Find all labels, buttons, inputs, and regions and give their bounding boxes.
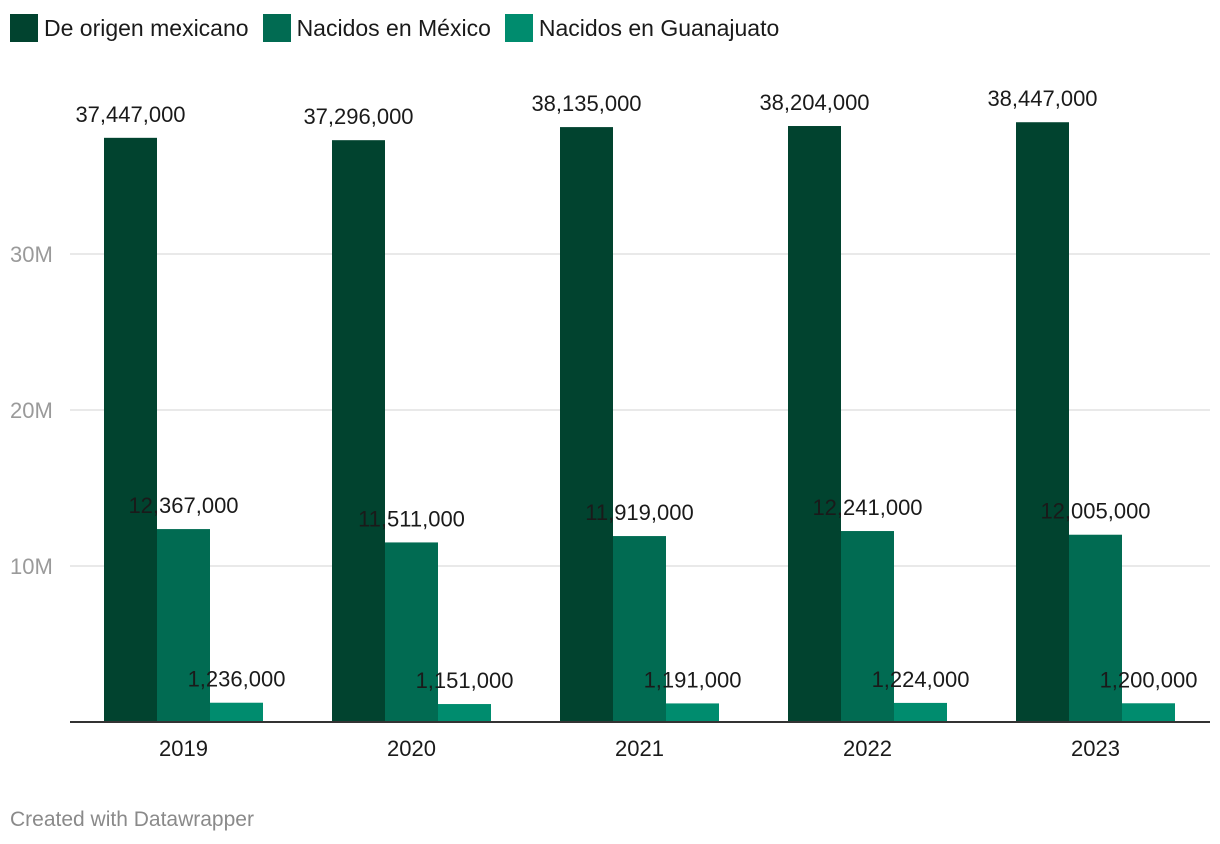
- y-tick-label: 10M: [10, 554, 53, 579]
- bar-value-label: 12,005,000: [1040, 499, 1150, 524]
- legend-swatch: [262, 14, 291, 42]
- bar-2022-series-1: [841, 531, 894, 722]
- bar-value-label: 11,919,000: [585, 500, 693, 525]
- bar-value-label: 38,204,000: [759, 90, 869, 115]
- x-tick-label: 2021: [615, 736, 664, 761]
- legend-swatch: [10, 14, 38, 42]
- bar-2019-series-2: [210, 702, 263, 722]
- bar-chart: 10M 20M 30M 37,447,000 12,367,000 1,236,000 20…: [10, 86, 1210, 761]
- legend: De origen mexicano Nacidos en México Nac…: [10, 10, 793, 46]
- bar-2021-series-0: [560, 127, 613, 723]
- bar-value-label: 1,236,000: [188, 667, 286, 692]
- bar-2021-series-1: [613, 536, 666, 722]
- legend-item-guanajuato: Nacidos en Guanajuato: [504, 14, 780, 42]
- bar-value-label: 12,241,000: [812, 495, 922, 520]
- x-tick-label: 2020: [387, 736, 436, 761]
- bar-value-label: 1,151,000: [416, 668, 514, 693]
- legend-label: De origen mexicano: [44, 14, 249, 41]
- bar-value-label: 38,447,000: [987, 86, 1097, 111]
- legend-label: Nacidos en México: [296, 14, 491, 41]
- bar-2019-series-1: [157, 529, 210, 722]
- legend-item-origen: De origen mexicano: [10, 14, 249, 42]
- bar-2020-series-2: [438, 704, 491, 722]
- legend-label: Nacidos en Guanajuato: [538, 14, 780, 41]
- bar-value-label: 12,367,000: [128, 493, 238, 518]
- x-tick-label: 2023: [1071, 736, 1120, 761]
- bar-value-label: 1,224,000: [872, 667, 970, 692]
- bar-2023-series-2: [1122, 703, 1175, 722]
- x-tick-label: 2019: [159, 736, 208, 761]
- bar-2022-series-2: [894, 702, 947, 722]
- bar-value-label: 37,447,000: [75, 102, 185, 127]
- x-tick-label: 2022: [843, 736, 892, 761]
- bar-2020-series-1: [385, 542, 438, 722]
- bar-2019-series-0: [104, 137, 157, 723]
- bar-value-label: 1,200,000: [1100, 667, 1198, 692]
- bar-2020-series-0: [332, 140, 385, 723]
- y-tick-label: 20M: [10, 398, 53, 423]
- bar-2023-series-0: [1016, 122, 1069, 722]
- bar-value-label: 11,511,000: [358, 506, 465, 531]
- bar-2023-series-1: [1069, 534, 1122, 722]
- bar-value-label: 38,135,000: [531, 91, 641, 116]
- y-tick-label: 30M: [10, 242, 53, 267]
- bar-2021-series-2: [666, 703, 719, 722]
- bar-value-label: 1,191,000: [644, 667, 742, 692]
- footer-credit: Created with Datawrapper: [10, 808, 254, 831]
- legend-swatch: [504, 14, 533, 42]
- bar-value-label: 37,296,000: [303, 104, 413, 129]
- legend-item-mexico: Nacidos en México: [262, 14, 491, 42]
- bar-2022-series-0: [788, 126, 841, 723]
